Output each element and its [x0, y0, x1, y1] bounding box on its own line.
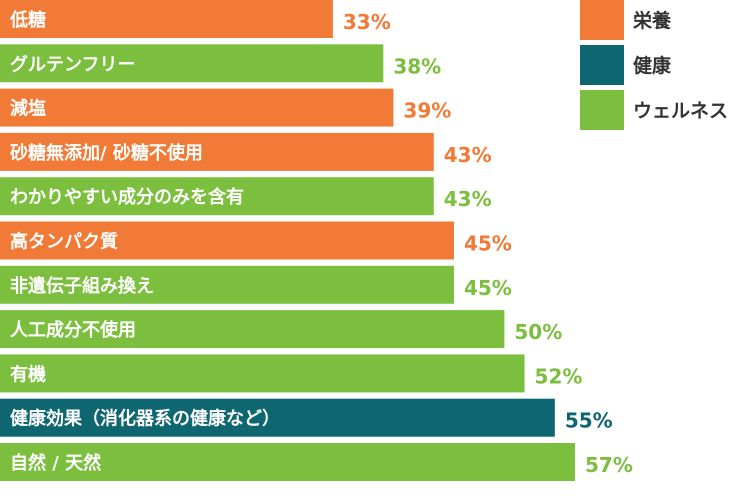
legend: 栄養 健康 ウェルネス [580, 0, 728, 130]
value-label-3: 43% [444, 143, 492, 167]
bar-1 [0, 44, 384, 83]
value-label-10: 57% [585, 453, 633, 477]
value-label-4: 43% [444, 187, 492, 211]
value-label-1: 38% [393, 54, 441, 78]
category-label-2: 減塩 [10, 98, 46, 120]
value-label-5: 45% [464, 232, 512, 256]
bar-4 [0, 177, 434, 216]
category-label-8: 有機 [10, 363, 46, 385]
bar-2 [0, 88, 394, 127]
bars-group: 低糖 33% グルテンフリー 38% 減塩 39% 砂糖無添加/ 砂糖不使用 43% わかりやす… [0, 0, 633, 481]
category-label-7: 人工成分不使用 [10, 319, 136, 341]
bar-8 [0, 354, 525, 393]
category-label-5: 高タンパク質 [10, 231, 118, 253]
bar-6 [0, 265, 454, 304]
value-label-9: 55% [565, 409, 613, 433]
value-label-0: 33% [343, 10, 391, 34]
category-label-10: 自然 / 天然 [10, 452, 101, 474]
value-label-6: 45% [464, 276, 512, 300]
legend-label-health: 健康 [633, 54, 672, 77]
bar-9 [0, 398, 555, 437]
legend-swatch-wellness [580, 90, 624, 130]
legend-label-nutrition: 栄養 [632, 9, 672, 32]
value-label-2: 39% [403, 99, 451, 123]
legend-swatch-nutrition [580, 0, 624, 40]
bar-7 [0, 310, 505, 349]
category-label-0: 低糖 [9, 9, 46, 31]
category-label-4: わかりやすい成分のみを含有 [10, 186, 244, 208]
category-label-3: 砂糖無添加/ 砂糖不使用 [10, 142, 203, 164]
bar-5 [0, 221, 454, 260]
category-label-9: 健康効果（消化器系の健康など） [10, 408, 280, 430]
bar-0 [0, 0, 333, 38]
legend-swatch-health [580, 45, 624, 85]
value-label-8: 52% [535, 364, 583, 388]
bar-10 [0, 443, 575, 481]
bar-3 [0, 132, 434, 171]
value-label-7: 50% [514, 320, 562, 344]
category-label-6: 非遺伝子組み換え [10, 275, 154, 297]
category-label-1: グルテンフリー [10, 53, 135, 75]
legend-label-wellness: ウェルネス [633, 100, 728, 122]
